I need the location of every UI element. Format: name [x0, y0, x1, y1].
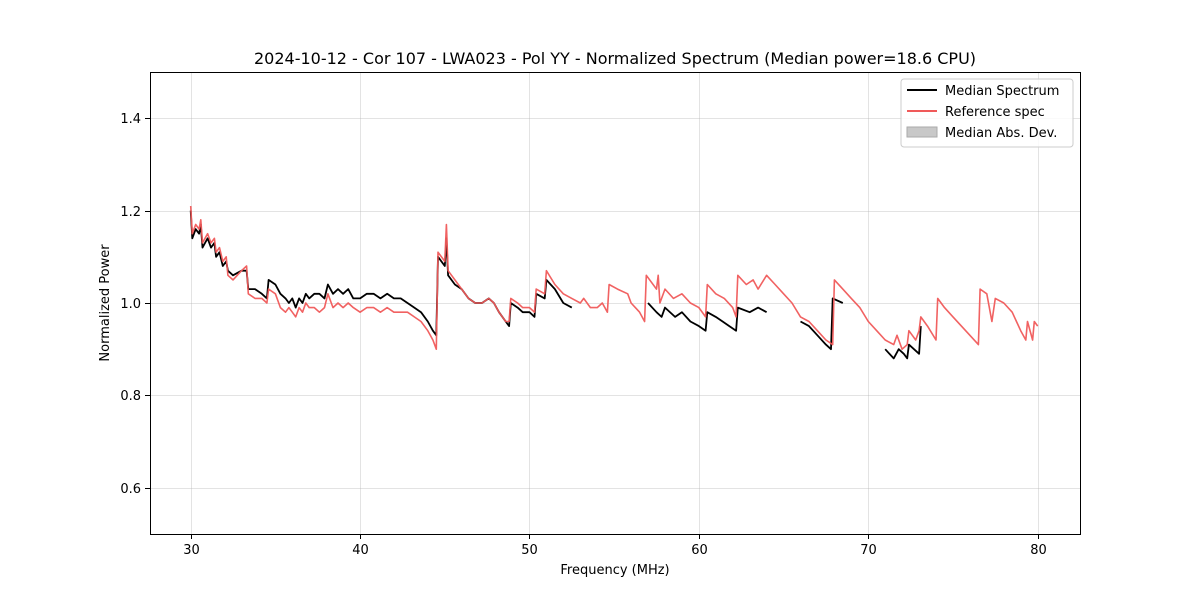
x-tick-label: 70 [860, 543, 877, 558]
x-tick-label: 60 [691, 543, 708, 558]
legend-swatch-median-abs-dev [906, 126, 938, 138]
y-tick-label: 0.6 [120, 482, 141, 497]
y-tick-label: 0.8 [120, 389, 141, 404]
x-tick-label: 80 [1030, 543, 1047, 558]
legend-label-median-abs-dev: Median Abs. Dev. [945, 126, 1057, 141]
y-axis: 0.6 0.8 1.0 1.2 1.4 [120, 112, 150, 497]
plot-frame [150, 72, 1081, 535]
legend-label-reference-spec: Reference spec [945, 105, 1045, 120]
legend: Median Spectrum Reference spec Median Ab… [900, 78, 1074, 148]
legend-box [900, 78, 1074, 148]
legend-label-median-spectrum: Median Spectrum [945, 84, 1059, 99]
y-tick-label: 1.0 [120, 297, 141, 312]
y-tick-label: 1.2 [120, 205, 141, 220]
reference-spec-line [189, 205, 1039, 351]
series-layer [189, 205, 1039, 360]
grid [150, 72, 1080, 534]
y-tick-label: 1.4 [120, 112, 141, 127]
median-spectrum-line [800, 297, 844, 351]
median-spectrum-line [884, 326, 922, 360]
x-tick-label: 50 [521, 543, 538, 558]
chart-title: 2024-10-12 - Cor 107 - LWA023 - Pol YY -… [254, 49, 976, 68]
y-axis-label: Normalized Power [98, 244, 113, 362]
x-axis: 30 40 50 60 70 80 [183, 534, 1047, 558]
x-tick-label: 40 [352, 543, 369, 558]
median-spectrum-line [647, 302, 768, 332]
x-tick-label: 30 [183, 543, 200, 558]
median-spectrum-line [189, 210, 573, 337]
x-axis-label: Frequency (MHz) [560, 563, 669, 578]
